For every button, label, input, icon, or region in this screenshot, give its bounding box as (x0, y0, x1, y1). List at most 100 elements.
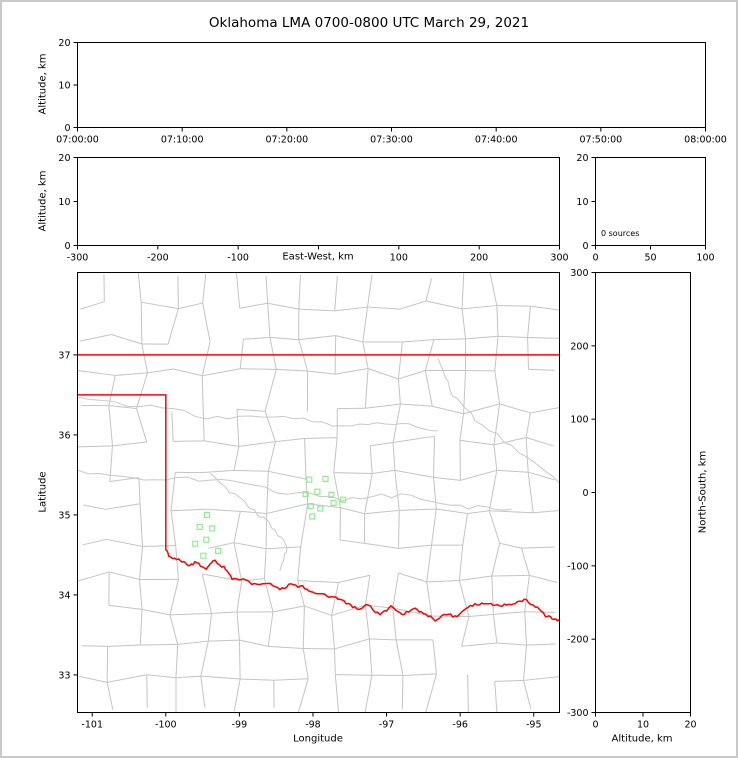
figure-title: Oklahoma LMA 0700-0800 UTC March 29, 202… (208, 15, 530, 31)
map-panel: -101 -100 -99 -98 -97 -96 -95 33 34 35 36 37 (58, 272, 560, 731)
tick-label: 10 (58, 81, 70, 92)
tick-label: 07:20:00 (265, 135, 308, 146)
map-xlabel: Longitude (293, 733, 343, 745)
state-border (77, 354, 560, 622)
tick-label: 07:40:00 (475, 135, 518, 146)
tick-label: 20 (58, 153, 70, 164)
tick-label: 20 (684, 720, 696, 731)
tick-label: 10 (58, 197, 70, 208)
tick-label: -200 (147, 253, 169, 264)
tick-label: -100 (567, 561, 589, 572)
tick-label: 0 (64, 241, 70, 252)
tick-label: 100 (696, 253, 714, 264)
tick-label: 07:00:00 (56, 135, 99, 146)
tick-label: 08:00:00 (684, 135, 727, 146)
tick-label: 300 (570, 268, 588, 279)
ns-height-ylabel: North-South, km (697, 450, 709, 534)
panel-area (595, 272, 691, 713)
ns-height-xlabel: Altitude, km (611, 733, 673, 745)
tick-label: 34 (58, 590, 70, 601)
tick-label: 07:30:00 (370, 135, 413, 146)
tick-label: -96 (452, 720, 468, 731)
tick-label: -300 (567, 708, 589, 719)
tick-label: 35 (58, 510, 70, 521)
lma-station-marker (200, 552, 207, 559)
lma-station-marker (214, 547, 222, 555)
tick-label: -98 (305, 720, 321, 731)
ew-height-ylabel: Altitude, km (37, 170, 49, 232)
lma-station-marker (306, 476, 313, 483)
histogram-panel: 0 50 100 0 10 20 (576, 153, 714, 264)
tick-label: -97 (379, 720, 395, 731)
tick-label: 20 (576, 153, 588, 164)
tick-label: 07:50:00 (579, 135, 622, 146)
panel-border (595, 272, 691, 713)
lma-station-marker (330, 499, 337, 506)
tick-label: -95 (526, 720, 542, 731)
panel-area (77, 42, 706, 128)
time-height-ylabel: Altitude, km (37, 53, 49, 115)
tick-label: 100 (390, 253, 408, 264)
lma-station-marker (309, 513, 316, 520)
tick-label: 10 (576, 197, 588, 208)
tick-label: 0 (592, 253, 598, 264)
tick-label: 07:10:00 (161, 135, 204, 146)
map-layers (77, 272, 560, 713)
panel-border (595, 157, 706, 246)
county-lines (77, 272, 560, 713)
river-lines (77, 358, 560, 572)
tick-label: 0 (582, 488, 588, 499)
tick-label: -300 (67, 253, 89, 264)
ns_height-panel: 0 10 20 -300 -200 -100 0 100 200 300 (567, 268, 697, 731)
lma-station-marker (302, 491, 309, 498)
tick-label: 0 (592, 720, 598, 731)
tick-label: 10 (637, 720, 649, 731)
lma-station-marker (340, 496, 347, 503)
ns_height-ticks: 0 10 20 -300 -200 -100 0 100 200 300 (567, 268, 697, 731)
tick-label: 37 (58, 350, 70, 361)
tick-label: 0 (64, 123, 70, 134)
map-ylabel: Latitude (37, 471, 49, 513)
panel-area (77, 272, 560, 713)
tick-label: -99 (232, 720, 248, 731)
tick-label: 36 (58, 430, 70, 441)
panel-area (77, 157, 560, 246)
sources-count-label: 0 sources (601, 229, 640, 238)
ew_height-panel: -300 -200 -100 100 200 300 0 10 20 (58, 153, 568, 264)
lma-station-marker (203, 536, 210, 543)
time_height-panel: 07:00:00 07:10:00 07:20:00 07:30:00 07:40:00… (56, 38, 727, 146)
panel-border (77, 42, 706, 128)
tick-label: 0 (582, 241, 588, 252)
panel-area (595, 157, 706, 246)
lma-station-marker (317, 505, 324, 512)
panel-border (77, 272, 560, 713)
lma-station-marker (196, 523, 203, 531)
panel-border (77, 157, 560, 246)
lma-station-marker (203, 511, 211, 518)
tick-label: -100 (227, 253, 249, 264)
tick-label: -100 (155, 720, 177, 731)
tick-label: -101 (81, 720, 103, 731)
lma-station-marker (209, 525, 216, 532)
tick-label: 33 (58, 670, 70, 681)
lma-stations (192, 475, 347, 559)
tick-label: 300 (550, 253, 568, 264)
lma-station-marker (328, 491, 335, 498)
tick-label: 50 (644, 253, 656, 264)
map-ticks: -101 -100 -99 -98 -97 -96 -95 33 34 35 36 37 (58, 350, 541, 730)
lma-station-marker (314, 488, 321, 495)
tick-label: -200 (567, 635, 589, 646)
lma-station-marker (307, 503, 314, 510)
red-river-border (165, 549, 560, 622)
histogram-ticks: 0 50 100 0 10 20 (576, 153, 714, 264)
time_height-ticks: 07:00:00 07:10:00 07:20:00 07:30:00 07:40:00… (56, 38, 727, 146)
ew_height-ticks: -300 -200 -100 100 200 300 0 10 20 (58, 153, 568, 264)
lma-station-marker (322, 475, 329, 482)
tick-label: 20 (58, 38, 70, 49)
lma-station-marker (192, 540, 199, 547)
tick-label: 200 (570, 341, 588, 352)
tick-label: 100 (570, 415, 588, 426)
tick-label: 200 (470, 253, 488, 264)
